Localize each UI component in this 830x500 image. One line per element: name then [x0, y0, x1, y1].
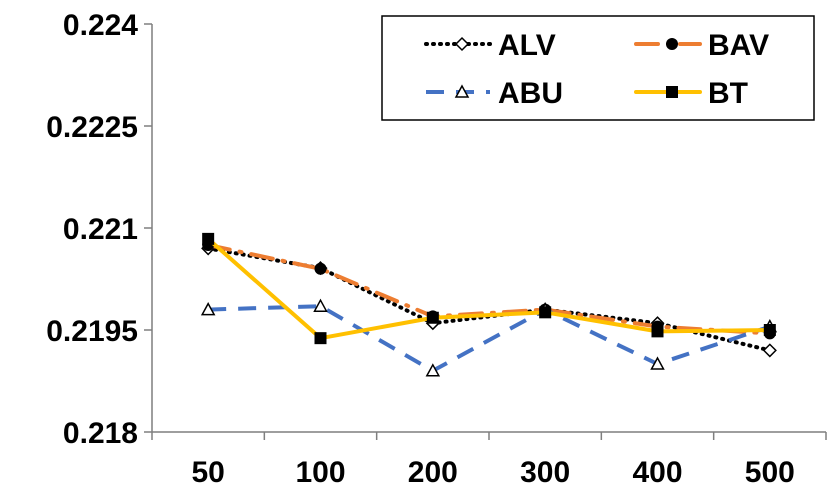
series-bav — [202, 239, 776, 340]
x-tick-label: 500 — [745, 456, 795, 489]
legend: ALV BAV ABU BT — [381, 15, 815, 121]
y-tick-label: 0.2195 — [46, 315, 138, 348]
legend-box — [381, 15, 815, 121]
x-tick-label: 300 — [520, 456, 570, 489]
series-line-abu — [208, 304, 771, 373]
data-point-alv — [762, 343, 777, 358]
series-line-bav — [206, 243, 772, 336]
series-bt — [202, 232, 776, 345]
legend-item-bt: BT — [634, 77, 748, 110]
y-tick-label: 0.218 — [63, 417, 138, 450]
legend-label-bav: BAV — [708, 29, 769, 62]
legend-item-bav: BAV — [634, 29, 769, 62]
data-point-bt — [314, 332, 327, 345]
data-point-abu — [313, 298, 328, 312]
legend-marker-bt — [666, 86, 678, 98]
data-point-abu — [425, 363, 441, 377]
legend-item-alv: ALV — [424, 29, 556, 62]
legend-item-abu: ABU — [426, 77, 563, 110]
data-point-abu — [650, 356, 665, 370]
data-point-abu — [200, 302, 216, 316]
legend-marker-alv — [454, 36, 470, 52]
y-tick-label: 0.221 — [63, 213, 138, 246]
data-point-bt — [539, 306, 552, 319]
axes: 0.218 0.2195 0.221 0.2225 0.224 50 100 200 300 40… — [46, 9, 827, 489]
data-point-bav — [314, 262, 327, 275]
legend-label-bt: BT — [708, 77, 748, 110]
series-line-bt — [206, 236, 772, 341]
y-tick-label: 0.2225 — [46, 111, 138, 144]
data-point-bt — [651, 325, 664, 338]
x-tick-label: 100 — [295, 456, 345, 489]
legend-label-alv: ALV — [498, 29, 556, 62]
x-tick-label: 50 — [191, 456, 224, 489]
x-tick-label: 400 — [632, 456, 682, 489]
data-point-bt — [763, 324, 776, 336]
data-point-bt — [202, 232, 215, 245]
legend-marker-abu — [454, 84, 470, 98]
data-point-bt — [426, 311, 439, 324]
y-tick-label: 0.224 — [63, 9, 138, 42]
series-layer — [200, 232, 778, 377]
x-tick-label: 200 — [408, 456, 458, 489]
legend-label-abu: ABU — [498, 77, 563, 110]
legend-marker-bav — [666, 38, 678, 50]
